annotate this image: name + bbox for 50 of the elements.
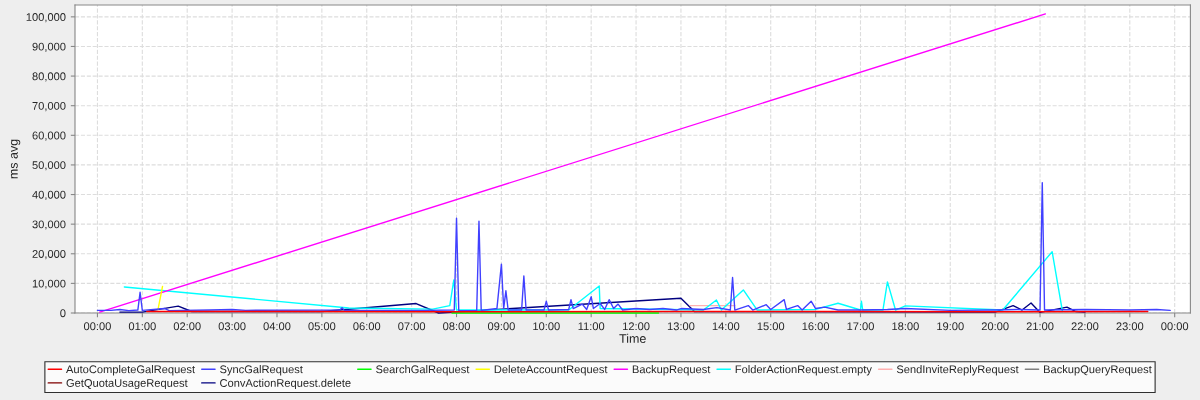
x-tick-label: 00:00 (1161, 322, 1189, 331)
x-tick-label: 17:00 (847, 322, 874, 331)
legend-label: FolderActionRequest.empty (735, 365, 872, 376)
y-tick-label: 0 (60, 309, 66, 318)
x-tick-label: 04:00 (263, 322, 291, 331)
legend-label: SendInviteReplyRequest (896, 365, 1019, 376)
x-tick-label: 01:00 (128, 322, 156, 331)
y-axis-title: ms avg (10, 139, 21, 179)
x-tick-label: 08:00 (443, 322, 470, 331)
legend-label: BackupRequest (632, 365, 711, 376)
y-tick-label: 80,000 (32, 72, 66, 82)
x-tick-label: 09:00 (487, 322, 515, 331)
x-tick-label: 16:00 (802, 322, 830, 331)
x-tick-label: 00:00 (83, 322, 111, 331)
y-tick-label: 60,000 (32, 131, 66, 141)
y-tick-label: 40,000 (32, 190, 66, 200)
line-series (96, 181, 1171, 312)
x-tick-label: 03:00 (218, 322, 246, 331)
y-tick-label: 70,000 (32, 101, 66, 112)
y-tick-label: 30,000 (32, 220, 66, 230)
x-tick-label: 02:00 (173, 322, 201, 331)
y-tick-label: 20,000 (32, 250, 66, 260)
x-tick-label: 14:00 (712, 322, 740, 331)
x-tick-label: 07:00 (398, 322, 426, 331)
x-tick-label: 19:00 (937, 322, 964, 331)
x-tick-label: 15:00 (757, 322, 785, 331)
x-tick-label: 10:00 (533, 322, 560, 331)
y-tick-label: 100,000 (26, 13, 66, 23)
y-tick-label: 10,000 (32, 279, 66, 289)
y-tick-label: 50,000 (32, 161, 66, 171)
x-tick-label: 18:00 (892, 322, 919, 331)
x-tick-label: 22:00 (1071, 322, 1099, 331)
x-tick-label: 12:00 (623, 322, 650, 331)
y-tick-label: 90,000 (32, 42, 66, 52)
x-tick-label: 20:00 (981, 322, 1009, 331)
legend-label: DeleteAccountRequest (494, 365, 608, 376)
legend-label: GetQuotaUsageRequest (66, 379, 188, 390)
x-tick-label: 11:00 (578, 322, 605, 331)
x-axis-title: Time (619, 333, 646, 343)
legend-label: SyncGalRequest (220, 365, 303, 376)
x-tick-label: 05:00 (308, 322, 336, 331)
x-tick-label: 21:00 (1026, 322, 1054, 331)
x-tick-label: 13:00 (667, 322, 695, 331)
legend-label: AutoCompleteGalRequest (66, 365, 195, 376)
legend-label: ConvActionRequest.delete (220, 378, 351, 390)
legend-label: SearchGalRequest (376, 365, 470, 376)
x-tick-label: 06:00 (353, 322, 381, 331)
legend-label: BackupQueryRequest (1044, 365, 1152, 376)
x-tick-label: 23:00 (1116, 322, 1144, 331)
line-series (123, 251, 1064, 313)
